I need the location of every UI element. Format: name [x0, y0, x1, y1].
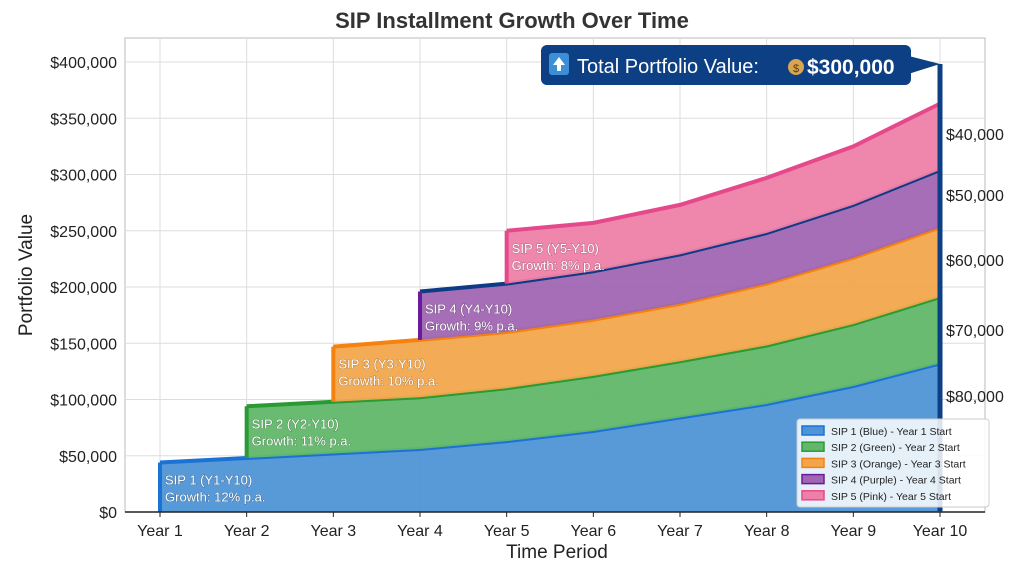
- y-tick-label: $400,000: [50, 55, 117, 72]
- annotation-growth: Growth: 11% p.a.: [252, 433, 351, 448]
- y-tick-label: $100,000: [50, 393, 117, 410]
- x-tick-label: Year 6: [570, 523, 616, 540]
- callout-box: [541, 45, 911, 85]
- money-bag-glyph: $: [793, 63, 799, 75]
- annotation-growth: Growth: 12% p.a.: [165, 490, 265, 505]
- y-tick-label: $150,000: [50, 336, 117, 353]
- annotation-title: SIP 2 (Y2-Y10): [252, 416, 339, 431]
- y-tick-label: $250,000: [50, 224, 117, 241]
- annotation-title: SIP 3 (Y3-Y10): [338, 357, 425, 372]
- callout-value: $300,000: [807, 56, 895, 79]
- right-value-label: $50,000: [946, 188, 1004, 205]
- money-bag-icon: [788, 59, 804, 75]
- chart-title: SIP Installment Growth Over Time: [335, 8, 689, 33]
- legend-label: SIP 1 (Blue) - Year 1 Start: [831, 426, 952, 438]
- x-tick-label: Year 10: [913, 523, 968, 540]
- right-value-label: $60,000: [946, 253, 1004, 270]
- callout-prefix: Total Portfolio Value:: [577, 56, 759, 78]
- right-labels: $40,000 $50,000 $60,000 $70,000 $80,000: [946, 127, 1004, 406]
- x-tick-label: Year 4: [397, 523, 443, 540]
- legend-swatch: [801, 457, 825, 469]
- x-axis-label: Time Period: [506, 542, 608, 563]
- y-axis-label: Portfolio Value: [16, 214, 37, 336]
- area-series-5: [506, 103, 940, 284]
- up-arrow-glyph: [553, 57, 565, 71]
- callout-pointer: [905, 55, 940, 75]
- area-series-3: [333, 227, 940, 402]
- annotations: SIP 1 (Y1-Y10) Growth: 12% p.a. SIP 2 (Y2-…: [165, 240, 606, 505]
- legend-label: SIP 5 (Pink) - Year 5 Start: [831, 491, 951, 503]
- right-value-label: $80,000: [946, 389, 1004, 406]
- y-tick-label: $300,000: [50, 168, 117, 185]
- legend-swatch: [801, 425, 825, 436]
- annotation-title: SIP 5 (Y5-Y10): [512, 241, 599, 256]
- annotation-growth: Growth: 9% p.a.: [425, 319, 518, 334]
- right-value-label: $40,000: [946, 127, 1004, 144]
- legend-label: SIP 2 (Green) - Year 2 Start: [831, 442, 960, 454]
- x-tick-label: Year 7: [657, 523, 703, 540]
- x-tick-label: Year 2: [224, 523, 270, 540]
- stacked-areas: [158, 101, 941, 512]
- y-tick-label: $350,000: [50, 111, 117, 128]
- x-tick-label: Year 1: [137, 523, 183, 540]
- legend-box: [796, 418, 990, 508]
- total-callout: Total Portfolio Value: $ $300,000: [541, 45, 943, 512]
- axes: $0 $50,000 $100,000 $150,000 $200,000 $250,00…: [50, 55, 985, 540]
- annotation-title: SIP 4 (Y4-Y10): [425, 302, 512, 317]
- x-tick-label: Year 3: [310, 523, 356, 540]
- annotation-growth: Growth: 10% p.a.: [338, 374, 438, 389]
- y-tick-label: $50,000: [59, 449, 117, 466]
- legend-label: SIP 4 (Purple) - Year 4 Start: [831, 475, 961, 487]
- legend-swatch: [801, 490, 825, 501]
- legend: SIP 1 (Blue) - Year 1 Start SIP 2 (Green)…: [796, 418, 990, 508]
- right-value-label: $70,000: [946, 323, 1004, 340]
- y-tick-label: $0: [99, 505, 117, 522]
- legend-swatch: [801, 473, 825, 485]
- legend-label: SIP 3 (Orange) - Year 3 Start: [831, 458, 966, 470]
- annotation-title: SIP 1 (Y1-Y10): [165, 473, 252, 488]
- x-tick-label: Year 5: [484, 523, 530, 540]
- annotation-growth: Growth: 8% p.a.: [512, 258, 605, 273]
- x-tick-label: Year 9: [830, 523, 876, 540]
- legend-swatch: [801, 441, 825, 452]
- line-series-5: [506, 101, 941, 233]
- x-tick-label: Year 8: [744, 523, 790, 540]
- y-tick-label: $200,000: [50, 280, 117, 297]
